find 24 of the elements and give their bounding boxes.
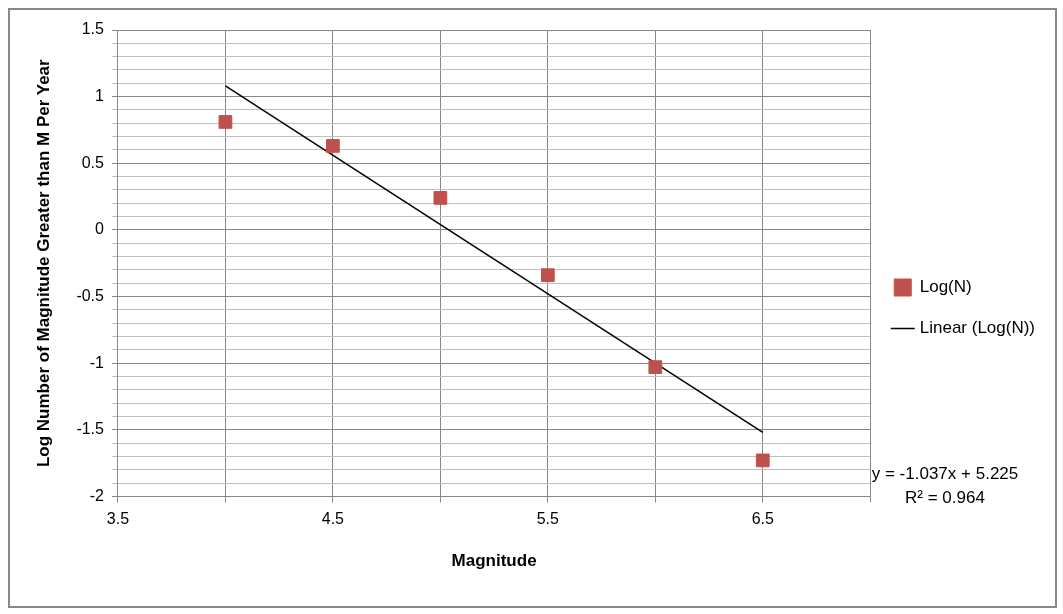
y-tick-label: 1.5 xyxy=(81,20,105,38)
point xyxy=(648,360,663,375)
point xyxy=(755,453,770,468)
point xyxy=(326,139,340,153)
point xyxy=(218,115,233,129)
y-tick-label: -1.5 xyxy=(76,420,105,438)
y-axis-title: Log Number of Magnitude Greater than M Per Year xyxy=(33,58,53,468)
point xyxy=(540,268,555,283)
point xyxy=(433,191,448,205)
y-tick-label: 0.5 xyxy=(81,153,105,171)
y-tick-label: -1 xyxy=(89,353,105,371)
y-tick-label: 0 xyxy=(95,220,105,238)
text: y = -1.037x + 5.225 xyxy=(870,463,1020,485)
text: R² = 0.964 xyxy=(904,487,986,509)
legend-label: Log(N) xyxy=(919,277,972,297)
x-tick-label: 6.5 xyxy=(751,510,774,528)
y-tick-label: -2 xyxy=(89,486,105,504)
y-tick-label: -0.5 xyxy=(76,286,105,304)
x-axis-title: Magnitude xyxy=(451,551,537,571)
x-tick-label: 3.5 xyxy=(106,510,130,528)
x-tick-label: 5.5 xyxy=(536,510,560,528)
y-tick-label: 1 xyxy=(95,87,105,105)
legend-label: Linear (Log(N)) xyxy=(919,318,1035,338)
x-tick-label: 4.5 xyxy=(321,510,345,528)
